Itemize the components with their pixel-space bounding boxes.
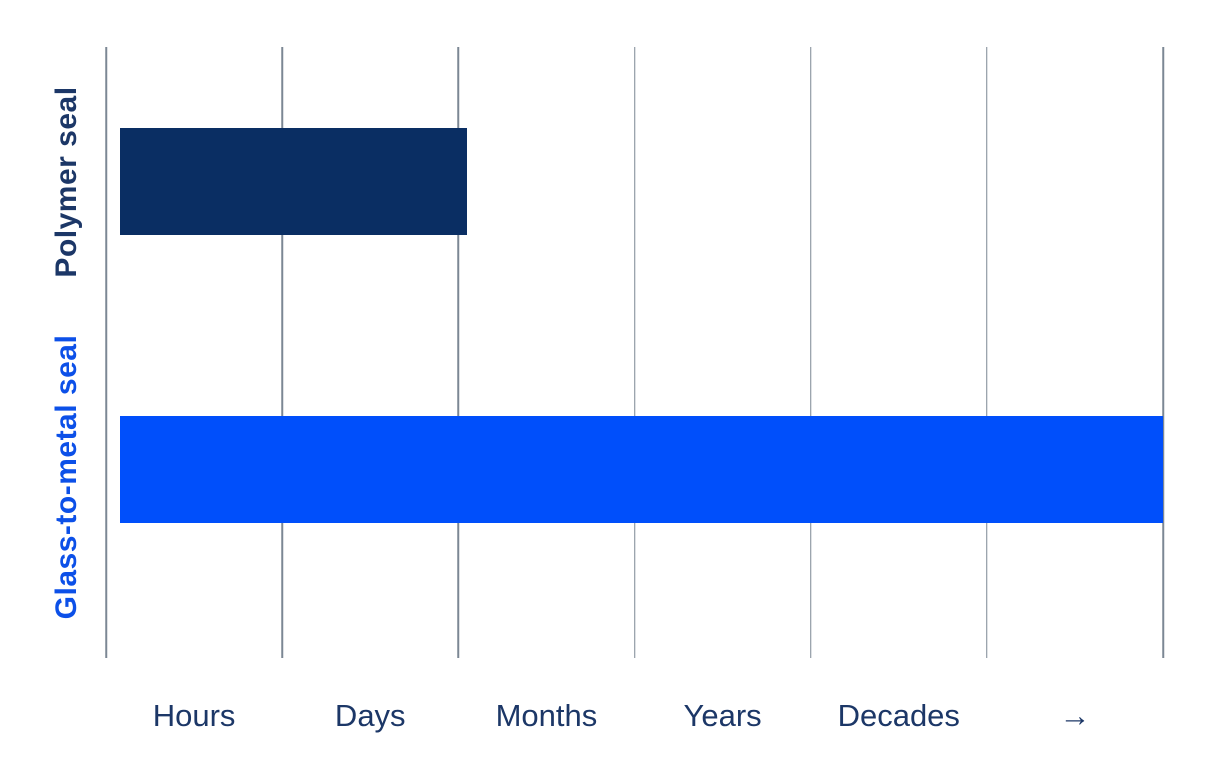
gridline <box>986 47 988 658</box>
x-tick-decades: Decades <box>837 698 960 733</box>
gridline <box>1162 47 1164 658</box>
x-tick-hours: Hours <box>152 698 236 733</box>
gridline <box>809 47 812 658</box>
plot-area <box>105 47 1164 658</box>
gridline <box>105 47 107 658</box>
gridline <box>457 47 460 658</box>
y-axis-label-polymer-seal: Polymer seal <box>50 86 83 278</box>
gridline <box>281 47 283 658</box>
x-tick-arrow-right-icon: → <box>1059 698 1091 733</box>
x-axis-ticks: Hours Days Months Years Decades → <box>106 698 1163 742</box>
bar-polymer-seal <box>119 128 468 235</box>
x-tick-days: Days <box>334 698 406 733</box>
x-tick-months: Months <box>495 698 598 733</box>
y-axis-label-glass-to-metal-seal: Glass-to-metal seal <box>50 334 83 620</box>
gridline <box>633 47 636 658</box>
bar-glass-to-metal-seal <box>119 415 1163 523</box>
x-tick-years: Years <box>683 698 762 733</box>
